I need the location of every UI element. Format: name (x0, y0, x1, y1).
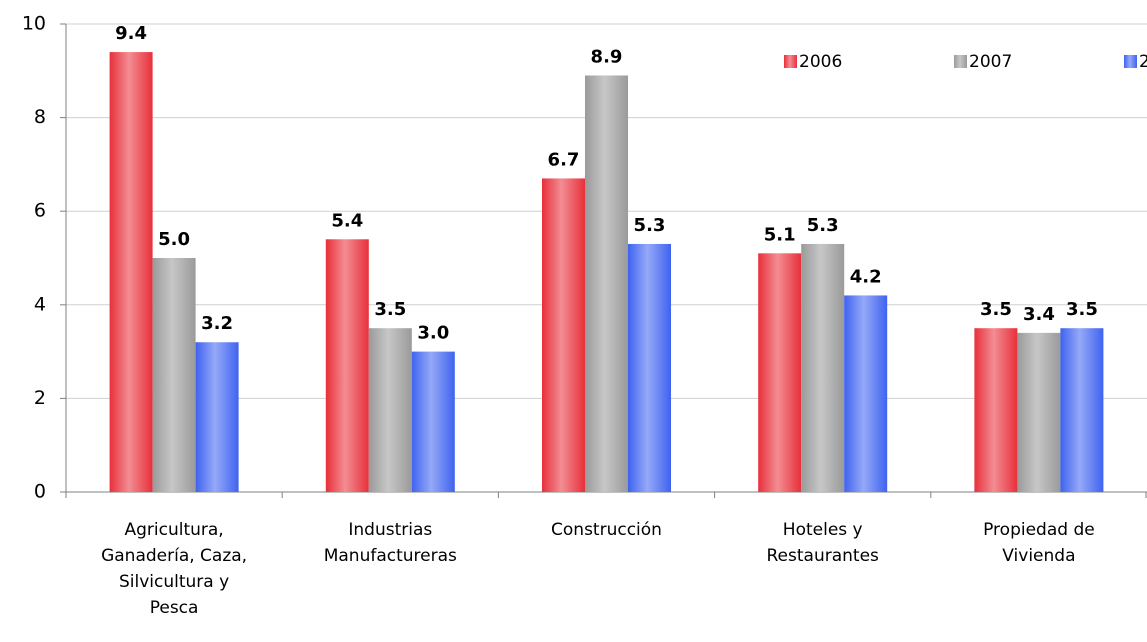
bar (801, 243, 845, 492)
bar (152, 258, 196, 492)
bar (758, 253, 802, 492)
x-tick-label: Restaurantes (767, 546, 880, 566)
bar (368, 328, 412, 492)
x-tick-label: Pesca (150, 598, 199, 618)
data-label: 3.4 (1023, 304, 1055, 325)
bar (844, 295, 888, 492)
data-label: 3.0 (417, 323, 449, 344)
data-label: 3.5 (1066, 299, 1098, 320)
bar (195, 342, 239, 492)
y-tick-label: 10 (22, 13, 46, 35)
x-tick-label: Manufactureras (324, 546, 457, 566)
bar (628, 243, 671, 492)
legend-swatch (784, 55, 797, 68)
y-tick-label: 0 (34, 481, 46, 503)
data-label: 3.5 (374, 299, 406, 320)
x-tick-label: Vivienda (1002, 546, 1075, 566)
y-tick-label: 8 (34, 106, 46, 128)
bar (1060, 328, 1104, 492)
y-tick-label: 2 (34, 387, 46, 409)
data-label: 9.4 (115, 23, 147, 44)
bar (974, 328, 1018, 492)
legend-swatch (1124, 55, 1137, 68)
data-label: 3.2 (201, 313, 233, 334)
y-tick-label: 6 (34, 200, 46, 222)
data-label: 5.0 (158, 229, 190, 250)
bar (542, 178, 585, 492)
data-label: 3.5 (980, 299, 1012, 320)
x-tick-label: Industrias (348, 520, 432, 540)
x-tick-label: Agricultura, (124, 520, 223, 540)
x-tick-label: Propiedad de (983, 520, 1095, 540)
bar (325, 239, 369, 492)
legend-label: 2006 (799, 52, 842, 72)
x-tick-label: Ganadería, Caza, (101, 546, 247, 566)
data-label: 8.9 (591, 46, 623, 67)
data-label: 5.4 (331, 210, 363, 231)
data-label: 4.2 (850, 266, 882, 287)
legend-label: 2008 e/ (1139, 52, 1147, 72)
legend-swatch (954, 55, 967, 68)
bar (585, 75, 628, 492)
bar (411, 351, 455, 492)
x-tick-label: Hoteles y (783, 520, 863, 540)
data-label: 6.7 (548, 149, 580, 170)
bar (1017, 332, 1061, 492)
x-tick-label: Silvicultura y (119, 572, 229, 592)
data-label: 5.3 (807, 215, 839, 236)
data-label: 5.1 (764, 224, 796, 245)
y-tick-label: 4 (34, 293, 46, 315)
bar (109, 52, 153, 493)
x-tick-label: Construcción (551, 520, 662, 540)
legend-label: 2007 (969, 52, 1012, 72)
data-label: 5.3 (634, 215, 666, 236)
